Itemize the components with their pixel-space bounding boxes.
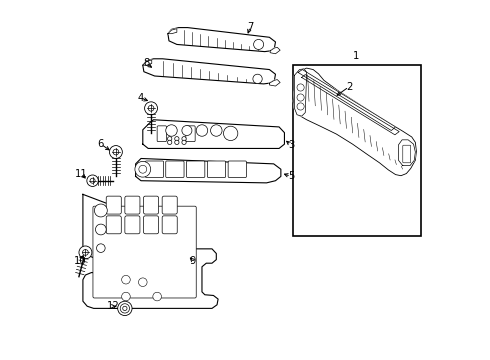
Circle shape (182, 126, 192, 135)
Circle shape (168, 140, 172, 144)
Circle shape (90, 178, 95, 183)
FancyBboxPatch shape (228, 161, 246, 177)
FancyBboxPatch shape (157, 126, 167, 141)
Polygon shape (270, 47, 280, 54)
Circle shape (145, 102, 157, 115)
Polygon shape (398, 140, 416, 166)
Circle shape (87, 175, 98, 186)
FancyBboxPatch shape (144, 216, 159, 234)
FancyBboxPatch shape (403, 145, 411, 163)
Polygon shape (143, 120, 285, 148)
FancyBboxPatch shape (187, 161, 205, 177)
Circle shape (139, 278, 147, 287)
Circle shape (139, 165, 147, 173)
Text: 12: 12 (107, 301, 120, 311)
Polygon shape (294, 68, 416, 176)
Circle shape (297, 94, 304, 101)
FancyBboxPatch shape (166, 161, 184, 177)
FancyBboxPatch shape (162, 216, 177, 234)
Circle shape (196, 125, 208, 136)
Text: 10: 10 (74, 256, 86, 266)
Text: 4: 4 (138, 93, 144, 103)
Polygon shape (168, 29, 177, 34)
Circle shape (96, 224, 106, 235)
Text: 7: 7 (247, 22, 253, 32)
FancyBboxPatch shape (186, 126, 195, 141)
Polygon shape (302, 75, 399, 135)
Circle shape (82, 249, 88, 255)
Text: 8: 8 (143, 58, 149, 68)
Circle shape (122, 292, 130, 301)
Circle shape (118, 301, 132, 316)
Polygon shape (298, 69, 395, 131)
Text: 1: 1 (353, 51, 359, 61)
Text: 2: 2 (346, 82, 352, 92)
Text: 9: 9 (190, 256, 196, 266)
Circle shape (182, 140, 186, 144)
Polygon shape (83, 194, 218, 309)
Text: 6: 6 (98, 139, 104, 149)
FancyBboxPatch shape (125, 216, 140, 234)
Circle shape (122, 306, 127, 311)
Circle shape (79, 246, 92, 259)
Polygon shape (143, 59, 275, 84)
FancyBboxPatch shape (162, 196, 177, 214)
Circle shape (135, 161, 151, 177)
Circle shape (122, 275, 130, 284)
Circle shape (95, 204, 107, 217)
FancyBboxPatch shape (144, 196, 159, 214)
Circle shape (97, 244, 105, 252)
Circle shape (168, 136, 172, 141)
Text: 3: 3 (288, 140, 294, 150)
Circle shape (297, 84, 304, 91)
Circle shape (148, 105, 154, 111)
Polygon shape (168, 28, 275, 51)
Circle shape (211, 125, 222, 136)
Polygon shape (136, 158, 281, 183)
FancyBboxPatch shape (106, 196, 122, 214)
Text: 5: 5 (288, 171, 294, 181)
Text: 11: 11 (74, 168, 87, 179)
FancyBboxPatch shape (125, 196, 140, 214)
Polygon shape (270, 80, 280, 86)
Circle shape (175, 140, 179, 144)
Circle shape (253, 74, 262, 84)
Circle shape (120, 304, 129, 313)
Circle shape (109, 145, 122, 158)
FancyBboxPatch shape (294, 65, 421, 235)
Circle shape (297, 103, 304, 110)
Circle shape (113, 149, 119, 155)
FancyBboxPatch shape (207, 161, 225, 177)
Circle shape (153, 292, 161, 301)
Polygon shape (143, 60, 152, 65)
Circle shape (175, 136, 179, 141)
Polygon shape (294, 69, 307, 116)
FancyBboxPatch shape (93, 206, 196, 298)
Circle shape (223, 126, 238, 140)
FancyBboxPatch shape (146, 161, 164, 177)
Circle shape (166, 125, 177, 136)
FancyBboxPatch shape (106, 216, 122, 234)
Circle shape (254, 40, 264, 49)
Circle shape (182, 136, 186, 141)
